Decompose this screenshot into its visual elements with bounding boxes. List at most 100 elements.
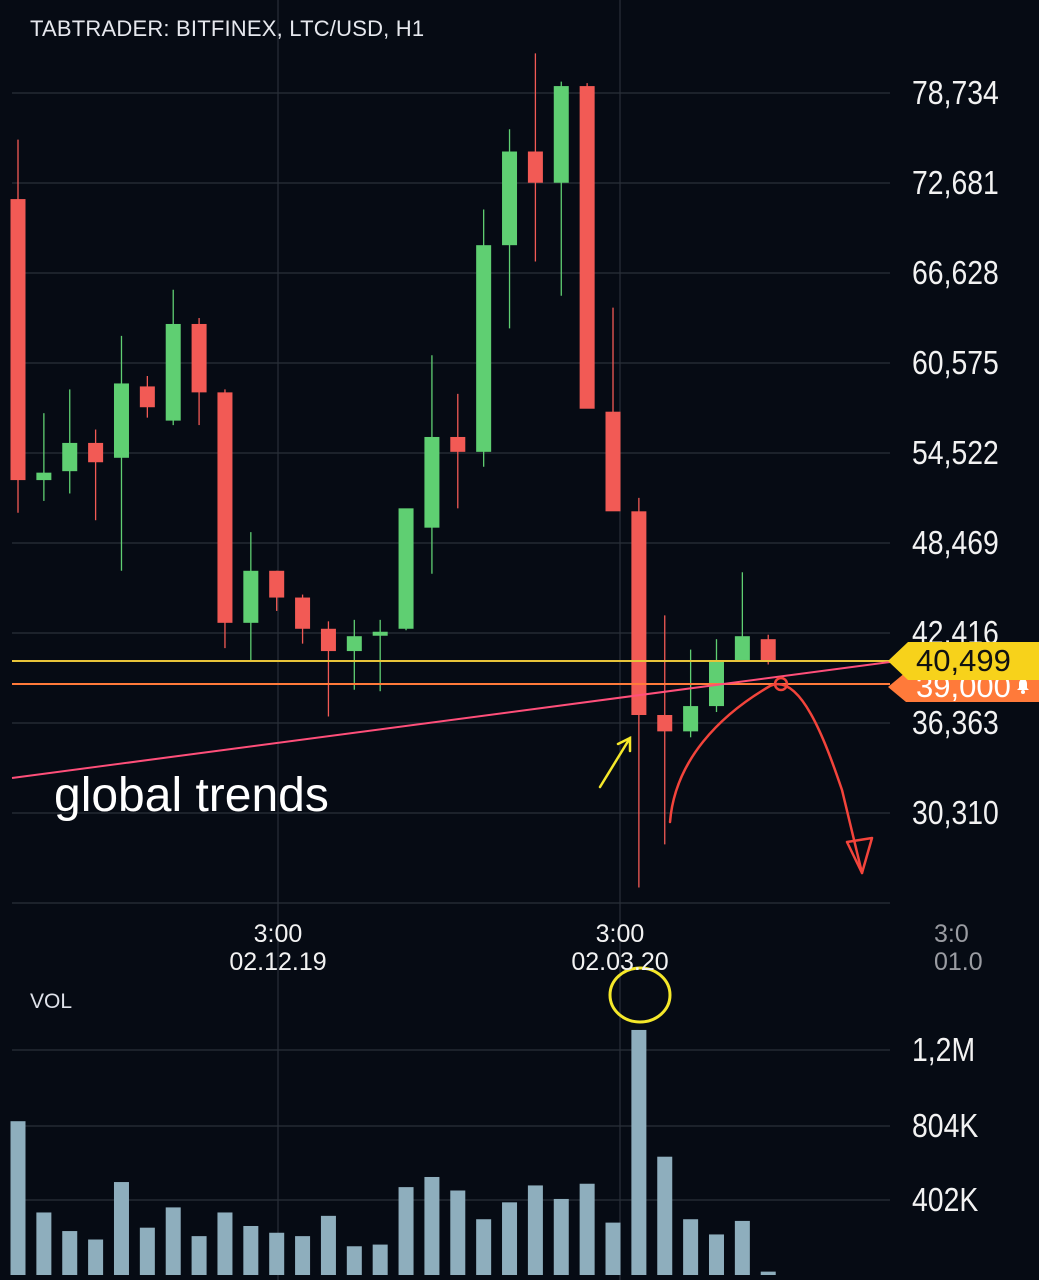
volume-bar: [165, 1207, 181, 1275]
candle: [631, 497, 647, 888]
candle-body: [502, 151, 518, 246]
volume-bar: [502, 1202, 518, 1275]
price-tick-label: 54,522: [912, 434, 999, 471]
candle: [605, 307, 621, 512]
volume-bar: [450, 1190, 466, 1275]
volume-bar: [217, 1212, 233, 1275]
candle-body: [579, 86, 595, 409]
candle: [165, 289, 181, 426]
candle: [553, 81, 569, 296]
candle: [708, 639, 724, 713]
candle: [734, 572, 750, 662]
candle: [88, 429, 104, 521]
candle: [243, 532, 259, 660]
candle-body: [734, 636, 750, 660]
price-tick-label: 36,363: [912, 704, 999, 741]
volume-bar: [346, 1246, 362, 1275]
candle-body: [139, 386, 155, 408]
time-tick-date: 02.12.19: [229, 948, 327, 976]
candle-body: [217, 392, 233, 623]
annotation-text[interactable]: global trends: [54, 769, 329, 822]
volume-bar: [398, 1187, 414, 1275]
time-tick-time: 3:0: [934, 920, 969, 948]
candle-body: [424, 436, 440, 528]
volume-bar: [527, 1185, 543, 1275]
volume-bar: [320, 1215, 336, 1275]
candle: [346, 619, 362, 690]
candle-body: [605, 411, 621, 512]
volume-tick-label: 804K: [912, 1107, 979, 1144]
down-arrow-icon: [845, 836, 874, 875]
volume-bar: [760, 1271, 776, 1275]
candle: [502, 129, 518, 329]
volume-bar: [553, 1198, 569, 1275]
projection-curve: [668, 682, 864, 875]
user-drawings: [11, 660, 891, 1024]
candle: [269, 570, 285, 611]
candle-body: [553, 86, 569, 183]
candle: [139, 376, 155, 418]
candle-body: [113, 383, 129, 458]
current-price-badge: 40,499: [888, 642, 1039, 680]
volume-bar: [269, 1232, 285, 1275]
volume-bar: [243, 1225, 259, 1275]
price-tick-label: 48,469: [912, 524, 999, 561]
volume-bar: [605, 1222, 621, 1275]
candle-body: [527, 151, 543, 183]
chart-grid: [12, 0, 890, 1280]
candle: [320, 621, 336, 717]
candle-body: [191, 323, 207, 393]
candle: [62, 389, 78, 494]
volume-bar: [631, 1029, 647, 1275]
candle: [424, 355, 440, 574]
candle-body: [372, 631, 388, 636]
volume-tick-label: 1,2M: [912, 1031, 976, 1068]
candle: [760, 634, 776, 665]
candle-body: [631, 511, 647, 716]
candle-body: [295, 597, 311, 629]
price-tick-label: 66,628: [912, 254, 999, 291]
volume-bar: [36, 1212, 52, 1275]
candle-body: [657, 715, 673, 732]
volume-bar: [295, 1236, 311, 1275]
candlestick-series: [10, 53, 776, 888]
volume-bar: [734, 1220, 750, 1275]
candle: [113, 335, 129, 571]
volume-bar: [424, 1176, 440, 1275]
volume-bar: [683, 1219, 699, 1275]
projection-marker: [773, 676, 789, 692]
candle-body: [346, 636, 362, 652]
candle: [191, 318, 207, 426]
volume-bar: [579, 1183, 595, 1275]
time-tick-label: 3:0 01.0: [934, 920, 1023, 976]
volume-bar: [113, 1182, 129, 1275]
candle: [36, 413, 52, 501]
price-tick-label: 30,310: [912, 794, 999, 831]
candle-body: [10, 199, 26, 481]
volume-bar: [139, 1227, 155, 1275]
candle: [683, 649, 699, 738]
price-tick-label: 72,681: [912, 164, 999, 201]
candle-body: [476, 245, 492, 452]
volume-label: VOL: [30, 990, 73, 1013]
candle-body: [36, 472, 52, 481]
volume-bar: [88, 1239, 104, 1275]
candle: [657, 615, 673, 845]
time-tick-time: 3:00: [253, 920, 303, 948]
time-tick-label: 3:00 02.03.20: [540, 920, 700, 976]
candle: [450, 393, 466, 509]
arrow-icon: [598, 735, 632, 789]
candle: [372, 619, 388, 692]
volume-bar: [62, 1231, 78, 1275]
volume-series: [10, 1029, 776, 1275]
candle: [10, 139, 26, 513]
candle-body: [165, 323, 181, 421]
chart-title: TABTRADER: BITFINEX, LTC/USD, H1: [30, 16, 425, 41]
volume-bar: [191, 1236, 207, 1275]
volume-bar: [372, 1244, 388, 1275]
candle-body: [88, 442, 104, 463]
candle-body: [62, 442, 78, 472]
candle-body: [243, 570, 259, 623]
candle-body: [760, 639, 776, 662]
